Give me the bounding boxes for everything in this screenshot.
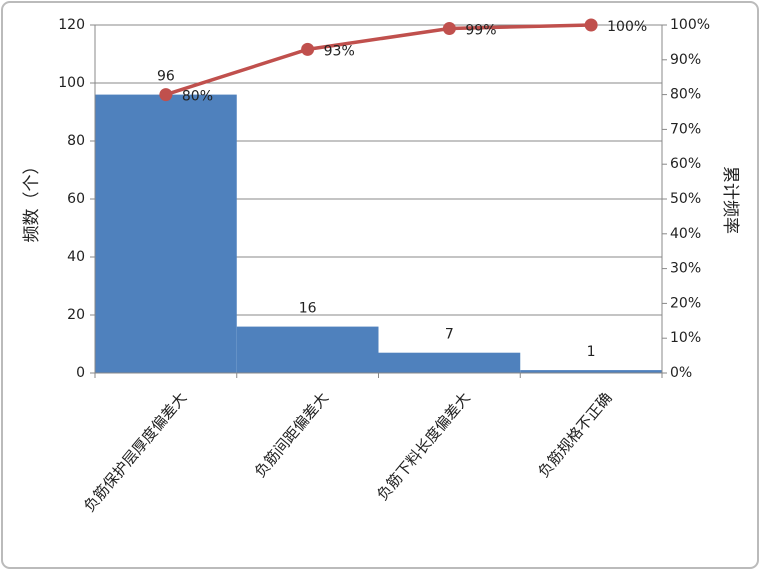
- y-tick-label: 20: [67, 307, 85, 323]
- line-value-label: 93%: [324, 43, 355, 59]
- y-tick-label: 100: [58, 75, 85, 91]
- line-value-label: 80%: [182, 89, 213, 105]
- bar: [378, 352, 521, 373]
- y2-tick-label: 0%: [670, 365, 692, 381]
- y2-tick-label: 100%: [670, 17, 710, 33]
- bar-value-label: 96: [157, 69, 175, 85]
- y2-tick-label: 50%: [670, 191, 701, 207]
- y2-tick-label: 20%: [670, 295, 701, 311]
- y2-tick-label: 90%: [670, 52, 701, 68]
- y2-tick-label: 40%: [670, 226, 701, 242]
- bar: [95, 94, 237, 373]
- y-tick-label: 40: [67, 249, 85, 265]
- y2-tick-label: 60%: [670, 156, 701, 172]
- line-point: [159, 88, 173, 102]
- line-value-label: 99%: [465, 22, 496, 38]
- y-tick-label: 120: [58, 17, 85, 33]
- bar: [236, 326, 379, 373]
- line: [165, 23, 592, 97]
- y2-tick-label: 10%: [670, 330, 701, 346]
- line-value-label: 100%: [607, 19, 647, 35]
- bar-value-label: 1: [587, 344, 596, 360]
- bar: [520, 370, 662, 373]
- bar-value-label: 7: [445, 327, 454, 343]
- line-point: [301, 42, 315, 56]
- bar-value-label: 16: [299, 301, 317, 317]
- y-tick-label: 80: [67, 133, 85, 149]
- y2-tick-label: 80%: [670, 87, 701, 103]
- y2-tick-label: 30%: [670, 261, 701, 277]
- line-point: [584, 18, 598, 32]
- y-axis-label: 频数（个）: [22, 158, 42, 243]
- line-point: [442, 21, 456, 35]
- y2-tick-label: 70%: [670, 121, 701, 137]
- y2-axis-label: 累计频率: [720, 166, 740, 234]
- y-tick-label: 0: [76, 365, 85, 381]
- y-tick-label: 60: [67, 191, 85, 207]
